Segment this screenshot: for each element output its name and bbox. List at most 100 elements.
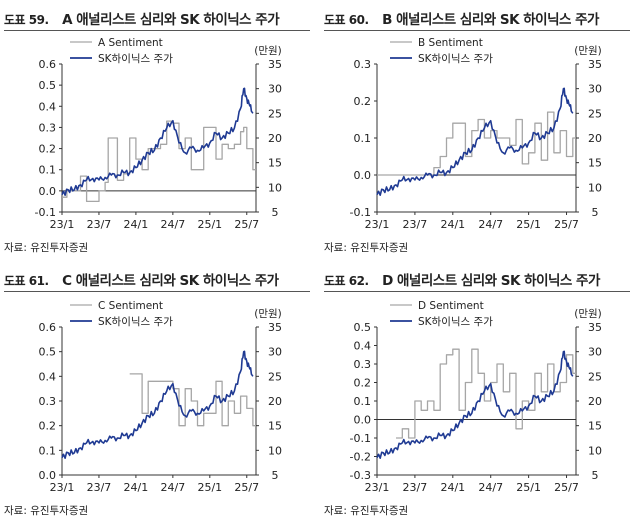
x-tick-label: 24/7	[478, 218, 503, 231]
left-tick-label: 0.4	[354, 340, 372, 353]
right-tick-label: 10	[268, 181, 282, 194]
x-tick-label: 23/7	[403, 218, 428, 231]
left-tick-label: 0.4	[39, 100, 57, 113]
left-tick-label: -0.3	[350, 469, 371, 482]
left-tick-label: -0.1	[35, 206, 56, 219]
left-tick-label: 0.5	[354, 321, 372, 334]
right-axis-unit-label: (만원)	[574, 45, 602, 57]
left-tick-label: 0.0	[354, 414, 372, 427]
left-tick-label: 0.3	[354, 58, 372, 71]
chart-panel-a: 도표 59. A 애널리스트 심리와 SK 하이닉스 주가 -0.1 0.0 0.1…	[0, 0, 320, 261]
source-note: 자료: 유진투자증권	[324, 505, 409, 517]
stock-price-series-line	[61, 350, 254, 459]
left-tick-label: 0.2	[354, 377, 372, 390]
x-tick-label: 25/1	[516, 481, 541, 494]
sentiment-series-line	[62, 120, 256, 203]
chart-title: A 애널리스트 심리와 SK 하이닉스 주가	[62, 12, 280, 28]
x-tick-label: 25/7	[554, 218, 579, 231]
sentiment-series-line	[129, 373, 256, 427]
right-axis-unit-label: (만원)	[254, 308, 282, 320]
left-tick-label: 0.1	[39, 444, 57, 457]
panel-title-bar: 도표 62. D 애널리스트 심리와 SK 하이닉스 주가	[324, 269, 630, 292]
chart-svg: -0.1 0.0 0.1 0.2 0.3 0.4 0.5 0.6 5 10 15 20 25 30 35(만…	[35, 37, 282, 231]
x-tick-label: 24/7	[161, 481, 186, 494]
right-tick-label: 10	[588, 181, 602, 194]
right-tick-label: 15	[268, 420, 282, 433]
right-tick-label: 5	[592, 206, 599, 219]
sentiment-series-line	[377, 111, 576, 176]
figure-label: 도표 61.	[4, 274, 49, 288]
right-tick-label: 35	[268, 321, 282, 334]
right-tick-label: 30	[588, 83, 602, 96]
right-tick-label: 25	[268, 107, 282, 120]
left-tick-label: 0.3	[39, 395, 57, 408]
right-tick-label: 30	[588, 346, 602, 359]
chart-panel-d: 도표 62. D 애널리스트 심리와 SK 하이닉스 주가 -0.3 -0.2 -0…	[320, 261, 640, 522]
right-tick-label: 35	[588, 58, 602, 71]
figure-label: 도표 59.	[4, 13, 49, 27]
left-tick-label: 0.3	[354, 358, 372, 371]
x-tick-label: 24/1	[440, 481, 465, 494]
right-axis-unit-label: (만원)	[574, 308, 602, 320]
right-tick-label: 10	[268, 444, 282, 457]
x-tick-label: 23/1	[365, 481, 390, 494]
x-tick-label: 24/7	[478, 481, 503, 494]
right-tick-label: 35	[588, 321, 602, 334]
stock-price-series-line	[61, 87, 254, 196]
x-tick-label: 25/7	[234, 218, 259, 231]
stock-price-series-line	[376, 87, 574, 196]
right-axis-unit-label: (만원)	[254, 45, 282, 57]
left-tick-label: 0.4	[39, 370, 57, 383]
x-tick-label: 23/7	[403, 481, 428, 494]
right-tick-label: 20	[268, 132, 282, 145]
figure-label: 도표 62.	[324, 274, 369, 288]
x-tick-label: 23/1	[50, 481, 75, 494]
left-tick-label: 0.1	[354, 395, 372, 408]
right-tick-label: 15	[588, 157, 602, 170]
legend-label: C Sentiment	[98, 300, 163, 312]
right-tick-label: 20	[588, 395, 602, 408]
legend-label: SK하이닉스 주가	[418, 52, 493, 65]
chart-panel-c: 도표 61. C 애널리스트 심리와 SK 하이닉스 주가 0.0 0.1 0.2 0…	[0, 261, 320, 522]
right-tick-label: 25	[588, 370, 602, 383]
left-tick-label: 0.2	[354, 95, 372, 108]
chart-svg: 0.0 0.1 0.2 0.3 0.4 0.5 0.6 5 10 15 20 25 30 35(만원) 23…	[39, 300, 283, 494]
right-tick-label: 15	[588, 420, 602, 433]
x-tick-label: 25/1	[197, 481, 222, 494]
source-note: 자료: 유진투자증권	[324, 242, 409, 254]
left-tick-label: -0.1	[350, 206, 371, 219]
left-tick-label: -0.1	[350, 432, 371, 445]
right-tick-label: 25	[268, 370, 282, 383]
chart-title: C 애널리스트 심리와 SK 하이닉스 주가	[62, 273, 279, 289]
left-tick-label: 0.2	[39, 420, 57, 433]
right-tick-label: 15	[268, 157, 282, 170]
left-tick-label: 0.1	[354, 132, 372, 145]
x-tick-label: 24/1	[124, 481, 149, 494]
chart-svg: -0.3 -0.2 -0.1 0.0 0.1 0.2 0.3 0.4 0.5 5 10 15 20 25 3…	[350, 300, 602, 494]
left-tick-label: 0.0	[354, 169, 372, 182]
left-tick-label: 0.6	[39, 321, 57, 334]
x-tick-label: 24/7	[161, 218, 186, 231]
right-tick-label: 20	[588, 132, 602, 145]
legend-label: SK하이닉스 주가	[98, 315, 173, 328]
chart-title: D 애널리스트 심리와 SK 하이닉스 주가	[382, 273, 600, 289]
x-tick-label: 23/7	[87, 481, 112, 494]
right-tick-label: 5	[592, 469, 599, 482]
right-tick-label: 20	[268, 395, 282, 408]
x-tick-label: 25/1	[516, 218, 541, 231]
left-tick-label: 0.5	[39, 79, 57, 92]
source-note: 자료: 유진투자증권	[4, 505, 89, 517]
chart-panel-b: 도표 60. B 애널리스트 심리와 SK 하이닉스 주가 -0.1 0.0 0.1…	[320, 0, 640, 261]
figure-label: 도표 60.	[324, 13, 369, 27]
right-tick-label: 10	[588, 444, 602, 457]
panel-title-bar: 도표 60. B 애널리스트 심리와 SK 하이닉스 주가	[324, 8, 630, 31]
left-tick-label: -0.2	[350, 451, 371, 464]
x-tick-label: 25/7	[234, 481, 259, 494]
left-tick-label: 0.3	[39, 121, 57, 134]
x-tick-label: 23/1	[365, 218, 390, 231]
legend-label: B Sentiment	[418, 37, 483, 49]
sentiment-series-line	[396, 348, 576, 439]
left-tick-label: 0.1	[39, 164, 57, 177]
right-tick-label: 30	[268, 346, 282, 359]
right-tick-label: 35	[268, 58, 282, 71]
